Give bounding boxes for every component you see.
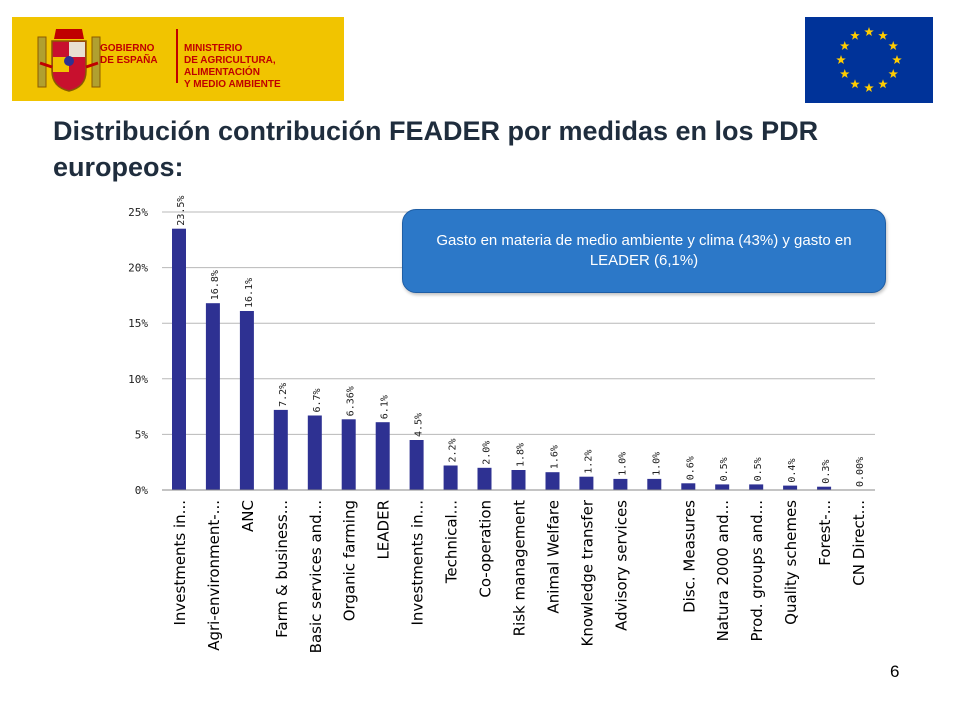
- bar-data-label: 0.00%: [855, 457, 866, 487]
- bar: [681, 483, 696, 490]
- logo-separator: [176, 29, 178, 83]
- eu-flag-icon: [805, 17, 933, 103]
- y-tick-label: 0%: [135, 484, 149, 497]
- bar-data-label: 23.5%: [176, 196, 187, 226]
- eu-star-icon: [840, 41, 850, 51]
- bar-data-label: 0.4%: [787, 459, 798, 483]
- bar: [477, 467, 492, 490]
- x-category-label: Knowledge transfer: [578, 499, 596, 646]
- x-category-label: Risk management: [511, 500, 529, 636]
- x-category-label: Animal Welfare: [545, 500, 563, 614]
- bar-data-label: 1.0%: [617, 452, 628, 476]
- x-category-label: Farm & business...: [273, 500, 291, 638]
- eu-star-icon: [864, 27, 874, 37]
- bar: [375, 422, 390, 490]
- bar-data-label: 2.0%: [482, 441, 493, 465]
- x-category-label: Advisory services: [612, 500, 630, 631]
- eu-star-icon: [836, 55, 846, 65]
- x-category-label: Agri-environment-...: [205, 500, 223, 651]
- bar: [205, 303, 220, 490]
- bar: [409, 440, 424, 490]
- eu-star-icon: [888, 41, 898, 51]
- bar-data-label: 0.5%: [753, 457, 764, 481]
- eu-star-icon: [840, 69, 850, 79]
- y-tick-label: 10%: [128, 373, 148, 386]
- x-category-label: Natura 2000 and...: [714, 500, 732, 641]
- bar: [613, 478, 628, 490]
- bar: [239, 311, 254, 490]
- coat-of-arms-icon: [37, 29, 101, 92]
- y-tick-label: 15%: [128, 317, 148, 330]
- x-category-label: ANC: [239, 500, 257, 532]
- x-category-label: Prod. groups and...: [748, 500, 766, 642]
- x-category-label: Disc. Measures: [680, 500, 698, 613]
- eu-star-icon: [888, 69, 898, 79]
- bar: [715, 484, 730, 490]
- x-category-label: Basic services and...: [307, 500, 325, 653]
- bar-data-label: 4.5%: [414, 413, 425, 437]
- ministerio-text: MINISTERIO DE AGRICULTURA, ALIMENTACIÓN …: [184, 43, 281, 90]
- bar-data-label: 1.8%: [516, 443, 527, 467]
- x-category-label: CN Direct...: [850, 500, 868, 586]
- bar: [341, 419, 356, 490]
- eu-star-icon: [850, 30, 860, 40]
- eu-star-icon: [878, 79, 888, 89]
- eu-star-icon: [864, 83, 874, 93]
- bar: [817, 486, 832, 490]
- eu-star-icon: [892, 55, 902, 65]
- x-category-label: Organic farming: [341, 500, 359, 621]
- bar: [579, 476, 594, 490]
- bar: [749, 484, 764, 490]
- bar-data-label: 0.6%: [685, 456, 696, 480]
- y-tick-label: 25%: [128, 206, 148, 219]
- page-number: 6: [890, 662, 900, 681]
- bar-data-label: 0.3%: [821, 460, 832, 484]
- x-category-label: Technical...: [443, 500, 461, 584]
- eu-star-icon: [850, 79, 860, 89]
- bar-data-label: 1.2%: [583, 450, 594, 474]
- bar: [647, 478, 662, 490]
- bar-data-label: 16.1%: [244, 278, 255, 308]
- x-category-label: LEADER: [375, 500, 393, 560]
- bar: [273, 409, 288, 490]
- x-category-label: Investments in...: [171, 500, 189, 626]
- x-category-label: Quality schemes: [782, 500, 800, 625]
- y-tick-label: 20%: [128, 262, 148, 275]
- bar: [511, 470, 526, 490]
- bar: [307, 415, 322, 490]
- x-category-label: Investments in...: [409, 500, 427, 626]
- gobierno-de-espana-text: GOBIERNO DE ESPAÑA: [100, 43, 158, 66]
- page-title: Distribución contribución FEADER por med…: [53, 116, 819, 182]
- bar-data-label: 0.5%: [719, 457, 730, 481]
- bar: [172, 228, 186, 490]
- bar: [545, 472, 560, 490]
- bar-data-label: 6.1%: [380, 395, 391, 419]
- x-category-label: Forest-...: [816, 500, 834, 566]
- spanish-government-logo: GOBIERNO DE ESPAÑA MINISTERIO DE AGRICUL…: [12, 17, 344, 101]
- callout-text: Gasto en materia de medio ambiente y cli…: [436, 232, 852, 269]
- bar: [443, 465, 458, 490]
- bar-data-label: 2.2%: [448, 438, 459, 462]
- callout-box: Gasto en materia de medio ambiente y cli…: [402, 209, 886, 293]
- bar-data-label: 1.6%: [550, 445, 561, 469]
- bar-data-label: 1.0%: [651, 452, 662, 476]
- bar-data-label: 6.7%: [312, 388, 323, 412]
- y-tick-label: 5%: [135, 428, 149, 441]
- bar: [783, 485, 798, 490]
- bar-data-label: 16.8%: [210, 270, 221, 300]
- bar-data-label: 7.2%: [278, 383, 289, 407]
- x-category-label: Co-operation: [477, 500, 495, 598]
- bar-data-label: 6.36%: [346, 386, 357, 416]
- eu-star-icon: [878, 30, 888, 40]
